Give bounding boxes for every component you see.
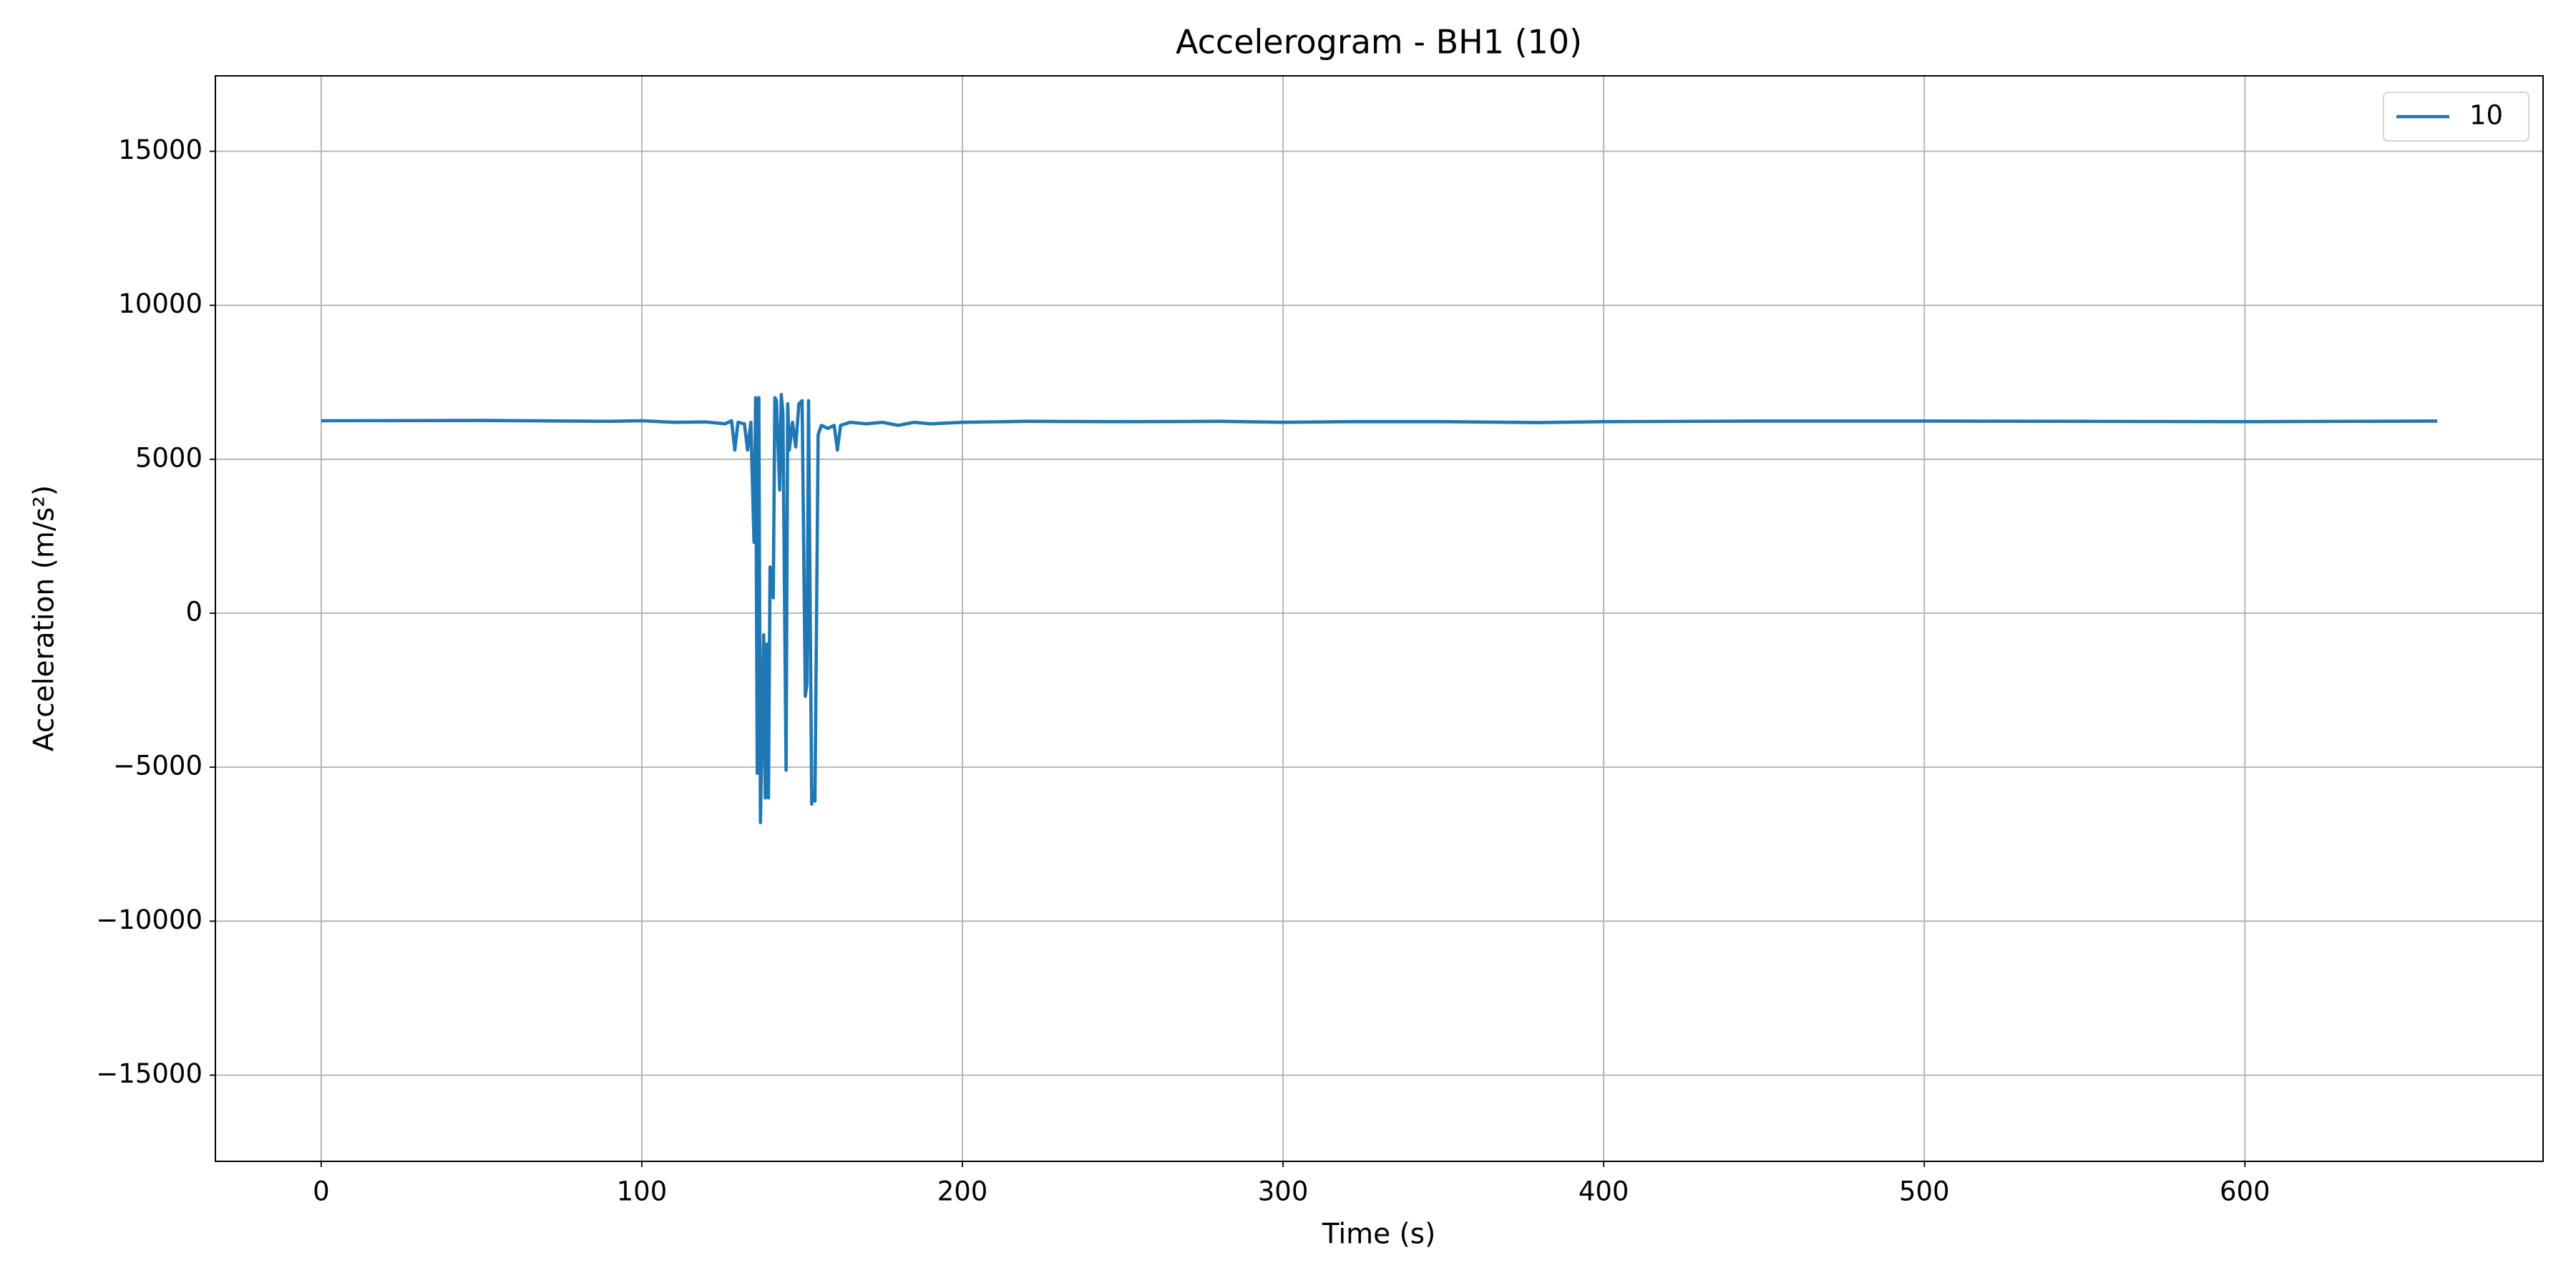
plot-frame [215,75,2544,1162]
chart-title: Accelerogram - BH1 (10) [1176,23,1582,62]
x-tick-label: 500 [1899,1176,1950,1207]
legend-box [2383,92,2529,142]
y-tick-label: −5000 [113,751,203,781]
x-tick-label: 200 [937,1176,988,1207]
y-tick-label: 10000 [118,288,203,319]
x-tick-label: 0 [313,1176,330,1207]
y-tick-label: −10000 [96,904,203,935]
y-tick-label: 5000 [135,442,203,473]
x-tick-label: 300 [1258,1176,1309,1207]
x-axis-label: Time (s) [1322,1219,1436,1251]
x-tick-label: 400 [1579,1176,1629,1207]
y-tick-label: 15000 [118,135,203,165]
x-tick-label: 100 [617,1176,668,1207]
x-tick-label: 600 [2220,1176,2270,1207]
y-axis-label: Acceleration (m/s²) [29,485,61,751]
legend-label: 10 [2469,100,2503,131]
y-tick-label: 0 [185,596,203,627]
y-tick-label: −15000 [96,1058,203,1089]
data-line [321,393,2438,824]
